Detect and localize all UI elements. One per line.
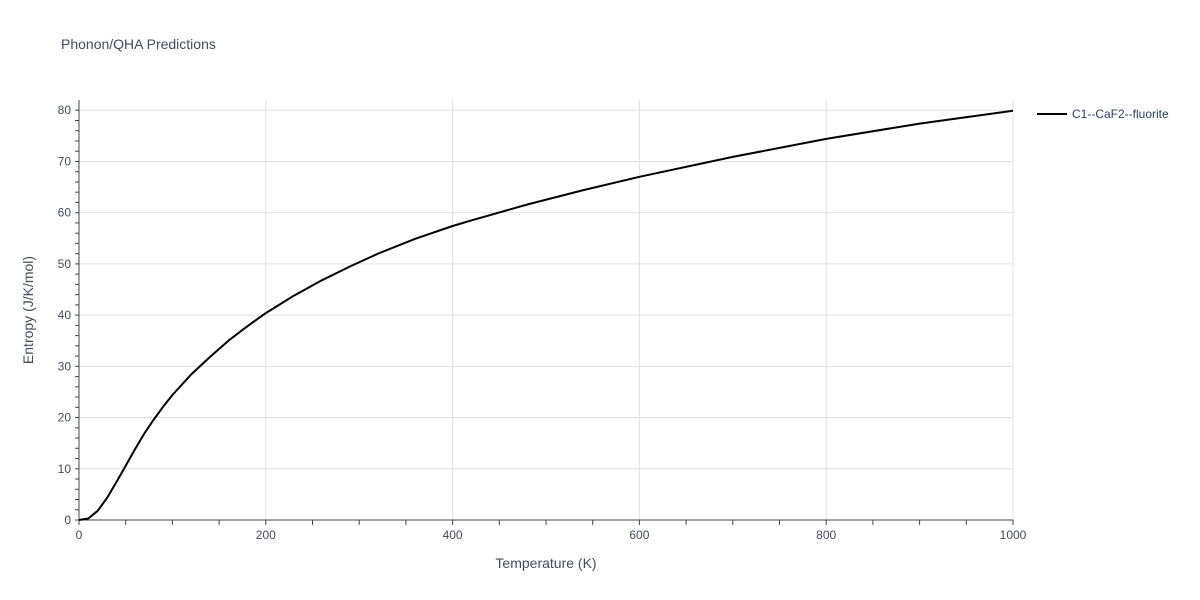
y-axis-title: Entropy (J/K/mol) bbox=[20, 256, 36, 364]
series-line bbox=[78, 109, 1014, 521]
series-layer bbox=[78, 109, 1014, 521]
x-tick-label: 800 bbox=[816, 528, 836, 542]
y-tick-label: 60 bbox=[58, 206, 72, 220]
chart-title: Phonon/QHA Predictions bbox=[61, 36, 216, 52]
grid-lines bbox=[79, 100, 1014, 521]
legend[interactable]: C1--CaF2--fluorite bbox=[1037, 107, 1169, 121]
y-tick-label: 40 bbox=[58, 308, 72, 322]
y-tick-label: 70 bbox=[58, 154, 72, 168]
x-tick-label: 400 bbox=[443, 528, 463, 542]
x-tick-label: 200 bbox=[256, 528, 276, 542]
legend-label: C1--CaF2--fluorite bbox=[1072, 107, 1169, 121]
y-tick-label: 10 bbox=[58, 462, 72, 476]
y-tick-label: 30 bbox=[58, 359, 72, 373]
x-axis-title: Temperature (K) bbox=[495, 555, 596, 571]
minor-ticks bbox=[75, 109, 1014, 525]
y-tick-label: 0 bbox=[64, 513, 71, 527]
y-tick-label: 80 bbox=[58, 103, 72, 117]
x-tick-label: 1000 bbox=[1000, 528, 1027, 542]
x-tick-label: 0 bbox=[76, 528, 83, 542]
y-tick-label: 20 bbox=[58, 411, 72, 425]
y-tick-label: 50 bbox=[58, 257, 72, 271]
x-tick-label: 600 bbox=[629, 528, 649, 542]
